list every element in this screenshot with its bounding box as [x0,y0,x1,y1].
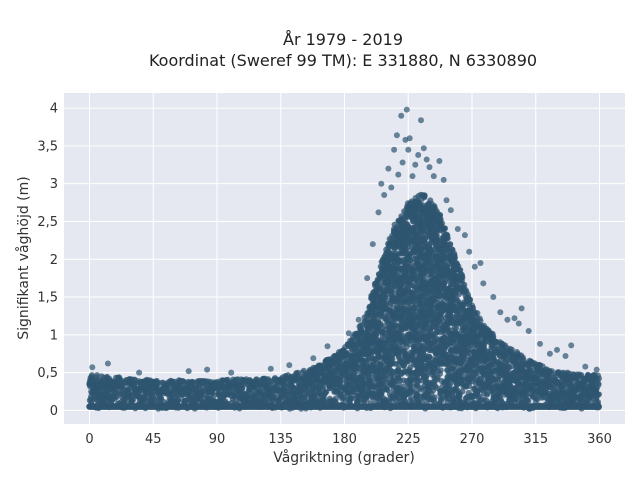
data-point [175,397,182,404]
data-point [461,281,468,288]
data-point [295,369,301,376]
chart-title-line1: År 1979 - 2019 [283,30,403,49]
data-point [442,225,449,232]
data-point [154,379,161,386]
data-point [94,372,101,379]
data-point [444,235,451,242]
chart-title-line2: Koordinat (Sweref 99 TM): E 331880, N 63… [149,51,537,70]
data-point [421,193,428,200]
data-point [129,397,136,404]
data-point [239,385,246,392]
data-point [209,390,216,397]
data-point [467,296,474,303]
data-point [437,367,444,374]
data-point [89,372,95,379]
data-point [459,274,466,281]
data-points [86,106,602,412]
